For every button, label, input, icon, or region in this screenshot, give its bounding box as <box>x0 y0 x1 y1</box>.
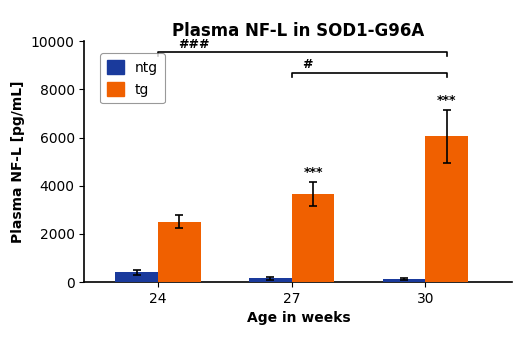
Legend: ntg, tg: ntg, tg <box>100 53 165 104</box>
Bar <box>291 194 334 282</box>
X-axis label: Age in weeks: Age in weeks <box>247 311 350 325</box>
Bar <box>158 222 201 282</box>
Bar <box>425 136 468 282</box>
Bar <box>249 279 291 282</box>
Title: Plasma NF-L in SOD1-G96A: Plasma NF-L in SOD1-G96A <box>172 22 425 40</box>
Y-axis label: Plasma NF-L [pg/mL]: Plasma NF-L [pg/mL] <box>11 80 25 243</box>
Text: ***: *** <box>437 94 456 107</box>
Text: #: # <box>303 58 313 72</box>
Bar <box>115 272 158 282</box>
Text: ###: ### <box>178 38 210 51</box>
Bar <box>382 279 425 282</box>
Text: ***: *** <box>303 166 323 179</box>
